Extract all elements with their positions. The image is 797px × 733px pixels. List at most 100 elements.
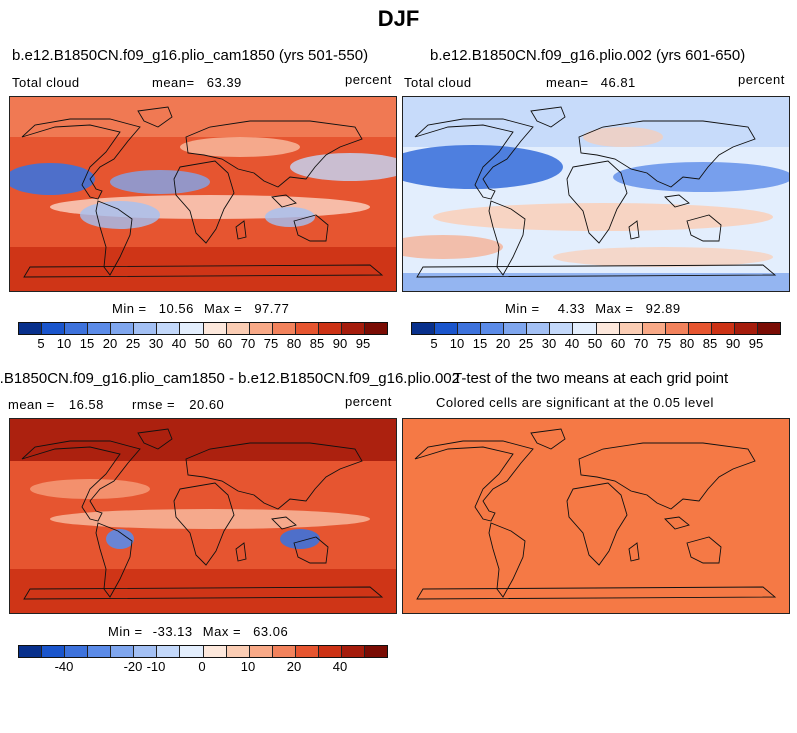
colorbar-swatch — [550, 323, 574, 334]
colorbar-tick-label: 85 — [309, 336, 325, 351]
colorbar-swatch — [619, 323, 643, 334]
colorbar-swatch — [88, 646, 112, 657]
variable-label-plio: Total cloud — [404, 75, 472, 90]
colorbar-tick-label: 70 — [240, 336, 256, 351]
units-label: percent — [345, 394, 392, 409]
colorbar-tick-label: 90 — [332, 336, 348, 351]
panel-title-difference: b.e12.B1850CN.f09_g16.plio_cam1850 - b.e… — [0, 370, 460, 387]
colorbar-swatch — [134, 323, 158, 334]
colorbar-swatch — [203, 646, 227, 657]
colorbar-plio — [411, 322, 781, 335]
colorbar-swatch — [19, 646, 43, 657]
colorbar-swatch — [272, 646, 296, 657]
colorbar-tick-label: 40 — [332, 659, 348, 674]
colorbar-tick-label: 50 — [587, 336, 603, 351]
colorbar-swatch — [341, 323, 365, 334]
colorbar-swatch — [435, 323, 459, 334]
map-plio-cloud — [402, 96, 790, 292]
max-label: Max = — [202, 624, 242, 639]
colorbar-swatch — [295, 646, 319, 657]
max-label: Max = — [595, 301, 634, 316]
panel-title-control: b.e12.B1850CN.f09_g16.plio_cam1850 (yrs … — [12, 47, 369, 64]
colorbar-tick-label: 95 — [748, 336, 764, 351]
colorbar-tick-label: 75 — [263, 336, 279, 351]
min-label: Min = — [108, 624, 143, 639]
colorbar-swatch — [157, 323, 181, 334]
min-value-plio: 4.33 — [557, 301, 586, 316]
min-label: Min = — [505, 301, 540, 316]
colorbar-swatch — [757, 323, 780, 334]
colorbar-tick-label: 10 — [56, 336, 72, 351]
colorbar-tick-label: 85 — [702, 336, 718, 351]
mean-label: mean= — [152, 75, 195, 90]
colorbar-swatch — [272, 323, 296, 334]
colorbar-tick-label: 10 — [240, 659, 256, 674]
mean-label: mean= — [546, 75, 589, 90]
colorbar-tick-label: 70 — [633, 336, 649, 351]
colorbar-swatch — [596, 323, 620, 334]
mean-label: mean = — [8, 397, 55, 412]
max-label: Max = — [203, 301, 243, 316]
max-value-difference: 63.06 — [253, 624, 289, 639]
colorbar-swatch — [295, 323, 319, 334]
colorbar-swatch — [203, 323, 227, 334]
colorbar-swatch — [180, 646, 204, 657]
colorbar-swatch — [642, 323, 666, 334]
ttest-subtitle: Colored cells are significant at the 0.0… — [436, 395, 714, 410]
colorbar-swatch — [88, 323, 112, 334]
colorbar-difference — [18, 645, 388, 658]
colorbar-swatch — [364, 323, 387, 334]
colorbar-swatch — [711, 323, 735, 334]
colorbar-tick-label: 20 — [286, 659, 302, 674]
colorbar-swatch — [111, 323, 135, 334]
colorbar-swatch — [249, 323, 273, 334]
colorbar-tick-label: 30 — [541, 336, 557, 351]
colorbar-swatch — [318, 323, 342, 334]
mean-value-plio: 46.81 — [600, 75, 636, 90]
colorbar-swatch — [665, 323, 689, 334]
colorbar-tick-label: 75 — [656, 336, 672, 351]
colorbar-tick-label: 5 — [37, 336, 45, 351]
colorbar-swatch — [111, 646, 135, 657]
units-label: percent — [738, 72, 785, 87]
min-value-difference: -33.13 — [152, 624, 193, 639]
colorbar-tick-label: -10 — [146, 659, 166, 674]
colorbar-tick-label: -40 — [54, 659, 74, 674]
colorbar-tick-label: -20 — [123, 659, 143, 674]
colorbar-tick-label: 40 — [564, 336, 580, 351]
colorbar-swatch — [504, 323, 528, 334]
colorbar-swatch — [458, 323, 482, 334]
colorbar-tick-label: 60 — [610, 336, 626, 351]
colorbar-swatch — [65, 323, 89, 334]
colorbar-tick-label: 80 — [679, 336, 695, 351]
colorbar-tick-label: 60 — [217, 336, 233, 351]
colorbar-tick-label: 25 — [125, 336, 141, 351]
colorbar-swatch — [249, 646, 273, 657]
colorbar-tick-label: 5 — [430, 336, 438, 351]
map-difference — [9, 418, 397, 614]
colorbar-swatch — [157, 646, 181, 657]
colorbar-swatch — [481, 323, 505, 334]
colorbar-control — [18, 322, 388, 335]
colorbar-swatch — [688, 323, 712, 334]
colorbar-swatch — [180, 323, 204, 334]
colorbar-tick-label: 0 — [198, 659, 206, 674]
colorbar-tick-label: 50 — [194, 336, 210, 351]
mean-value-difference: 16.58 — [68, 397, 104, 412]
colorbar-tick-label: 15 — [79, 336, 95, 351]
map-control-cloud — [9, 96, 397, 292]
panel-title-plio: b.e12.B1850CN.f09_g16.plio.002 (yrs 601-… — [430, 47, 746, 64]
min-value-control: 10.56 — [158, 301, 194, 316]
colorbar-swatch — [573, 323, 597, 334]
page-title: DJF — [377, 6, 420, 31]
colorbar-tick-label: 10 — [449, 336, 465, 351]
colorbar-swatch — [412, 323, 436, 334]
colorbar-swatch — [527, 323, 551, 334]
units-label: percent — [345, 72, 392, 87]
max-value-plio: 92.89 — [645, 301, 681, 316]
colorbar-swatch — [42, 323, 66, 334]
colorbar-swatch — [226, 646, 250, 657]
colorbar-tick-label: 90 — [725, 336, 741, 351]
colorbar-swatch — [134, 646, 158, 657]
colorbar-tick-label: 25 — [518, 336, 534, 351]
